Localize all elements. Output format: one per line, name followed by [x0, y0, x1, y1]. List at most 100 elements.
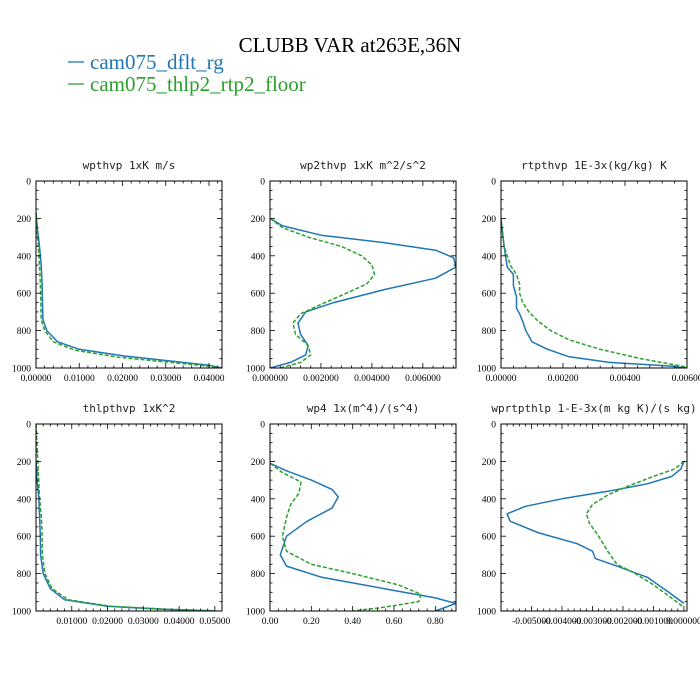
- y-tick-label: 1000: [246, 608, 265, 618]
- x-tick-label: 0.000000: [666, 617, 700, 627]
- series-line-floor: [36, 424, 219, 611]
- series-line-floor: [36, 212, 222, 368]
- y-tick-label: 200: [17, 458, 32, 468]
- figure-title: CLUBB VAR at263E,36N: [239, 33, 462, 57]
- y-tick-label: 0: [260, 421, 265, 431]
- panel-title: wpthvp 1xK m/s: [83, 159, 176, 172]
- y-tick-label: 400: [482, 252, 497, 262]
- x-tick-label: 0.00000: [486, 374, 517, 384]
- y-tick-label: 600: [482, 533, 497, 543]
- plot-frame: [35, 180, 223, 369]
- plot-frame: [35, 423, 223, 612]
- panel-6: wprtpthlp 1-E-3x(m kg K)/(s kg) 0 200 400 60…: [477, 402, 700, 627]
- x-tick-label: 0.03000: [150, 374, 181, 384]
- y-tick-label: 400: [17, 495, 32, 505]
- series-line-dflt: [270, 217, 456, 368]
- x-tick-label: 0.60: [386, 617, 403, 627]
- y-tick-label: 800: [251, 570, 266, 580]
- y-tick-label: 200: [482, 215, 497, 225]
- y-tick-label: 0: [260, 178, 265, 188]
- plot-frame: [269, 423, 457, 612]
- x-tick-label: 0.80: [427, 617, 444, 627]
- legend-label-dflt: cam075_dflt_rg: [90, 50, 224, 74]
- x-tick-label: 0.002000: [303, 374, 339, 384]
- panel-title: rtpthvp 1E-3x(kg/kg) K: [521, 159, 667, 172]
- y-tick-label: 600: [251, 533, 266, 543]
- y-tick-label: 200: [251, 458, 266, 468]
- series-line-floor: [270, 217, 376, 368]
- y-tick-label: 200: [17, 215, 32, 225]
- panel-title: wp4 1x(m^4)/(s^4): [307, 402, 420, 415]
- y-tick-label: 1000: [477, 608, 496, 618]
- panel-2: wp2thvp 1xK m^2/s^2020040060080010000.00…: [246, 159, 457, 384]
- y-tick-label: 0: [26, 421, 31, 431]
- x-tick-label: 0.004000: [354, 374, 390, 384]
- plot-frame: [269, 180, 457, 369]
- y-tick-label: 1000: [246, 365, 265, 375]
- x-tick-label: 0.00000: [21, 374, 52, 384]
- x-tick-label: 0.00600: [672, 374, 700, 384]
- y-tick-label: 800: [17, 327, 32, 337]
- y-tick-label: 0: [491, 421, 496, 431]
- series-line-floor: [501, 218, 687, 368]
- x-tick-label: -0.003000: [573, 617, 612, 627]
- y-tick-label: 1000: [12, 365, 31, 375]
- y-tick-label: 200: [482, 458, 497, 468]
- x-tick-label: -0.005000: [512, 617, 551, 627]
- plot-frame: [500, 423, 688, 612]
- x-tick-label: 0.01000: [56, 617, 87, 627]
- y-tick-label: 600: [17, 290, 32, 300]
- x-tick-label: 0.02000: [92, 617, 123, 627]
- x-tick-label: 0.01000: [64, 374, 95, 384]
- x-tick-label: 0.00200: [548, 374, 579, 384]
- x-tick-label: 0.03000: [128, 617, 159, 627]
- series-line-floor: [270, 462, 422, 611]
- series-line-dflt: [36, 212, 222, 368]
- y-tick-label: 0: [26, 178, 31, 188]
- x-tick-label: 0.40: [344, 617, 361, 627]
- y-tick-label: 1000: [12, 608, 31, 618]
- series-line-dflt: [501, 218, 687, 368]
- x-tick-label: 0.000000: [252, 374, 288, 384]
- panel-title: wprtpthlp 1-E-3x(m kg K)/(s kg): [491, 402, 696, 415]
- panel-4: thlpthvp 1xK^2 0 200 400 600 800 1000 0.01000 0.…: [12, 402, 231, 627]
- panel-title: wp2thvp 1xK m^2/s^2: [300, 159, 426, 172]
- y-tick-label: 800: [251, 327, 266, 337]
- x-tick-label: 0.02000: [107, 374, 138, 384]
- y-tick-label: 400: [482, 495, 497, 505]
- legend: cam075_dflt_rg cam075_thlp2_rtp2_floor: [68, 50, 306, 96]
- panel-title: thlpthvp 1xK^2: [83, 402, 176, 415]
- x-tick-label: 0.05000: [199, 617, 230, 627]
- panel-3: rtpthvp 1E-3x(kg/kg) K020040060080010000…: [477, 159, 700, 384]
- y-tick-label: 0: [491, 178, 496, 188]
- x-tick-label: 0.00400: [610, 374, 641, 384]
- x-tick-label: 0.04000: [194, 374, 225, 384]
- y-tick-label: 800: [482, 570, 497, 580]
- x-tick-label: 0.006000: [405, 374, 441, 384]
- y-tick-label: 1000: [477, 365, 496, 375]
- series-line-floor: [585, 460, 685, 608]
- plot-frame: [500, 180, 688, 369]
- legend-label-floor: cam075_thlp2_rtp2_floor: [90, 72, 306, 96]
- y-tick-label: 600: [17, 533, 32, 543]
- y-tick-label: 200: [251, 215, 266, 225]
- x-tick-label: -0.002000: [604, 617, 643, 627]
- series-line-dflt: [36, 461, 215, 611]
- y-tick-label: 400: [251, 252, 266, 262]
- x-tick-label: -0.004000: [543, 617, 582, 627]
- y-tick-label: 600: [482, 290, 497, 300]
- x-tick-label: 0.04000: [164, 617, 195, 627]
- y-tick-label: 800: [17, 570, 32, 580]
- y-tick-label: 400: [251, 495, 266, 505]
- x-tick-label: -0.001000: [634, 617, 673, 627]
- y-tick-label: 800: [482, 327, 497, 337]
- x-tick-label: 0.00: [262, 617, 279, 627]
- y-tick-label: 600: [251, 290, 266, 300]
- series-line-dflt: [270, 462, 456, 611]
- y-tick-label: 400: [17, 252, 32, 262]
- x-tick-label: 0.20: [303, 617, 320, 627]
